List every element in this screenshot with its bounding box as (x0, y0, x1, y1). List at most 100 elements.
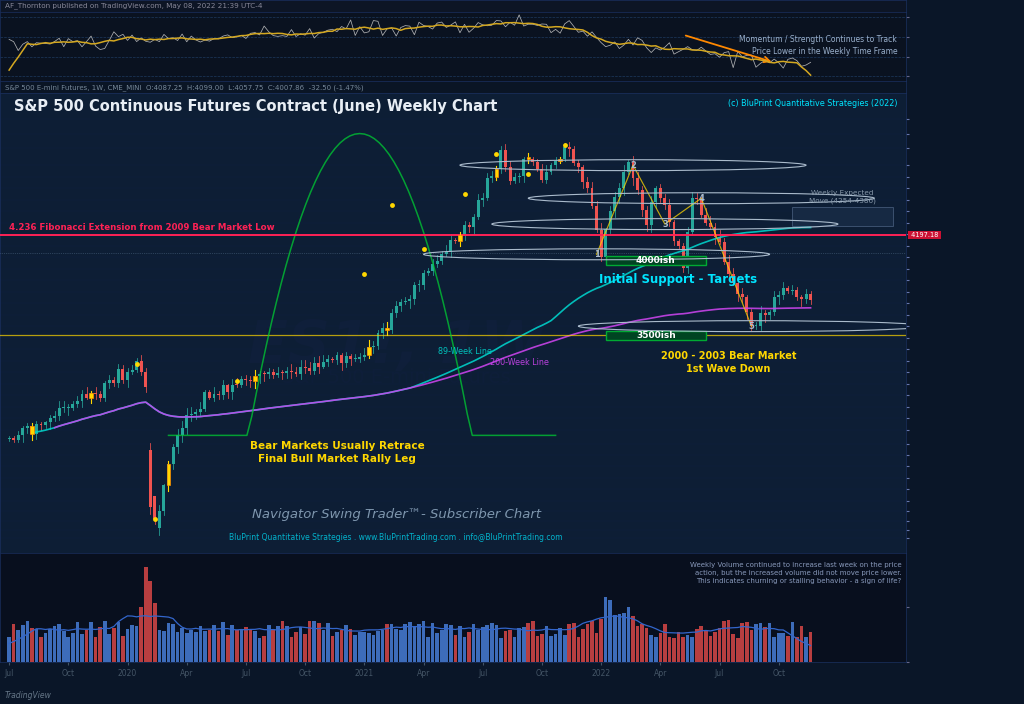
Bar (690, 637, 694, 662)
Bar (126, 372, 129, 380)
Bar (777, 633, 780, 662)
Bar (340, 356, 343, 363)
Bar (53, 626, 56, 662)
Bar (504, 150, 507, 167)
Bar (476, 630, 480, 662)
Bar (139, 608, 143, 662)
Bar (48, 629, 52, 662)
Bar (290, 371, 293, 372)
Bar (526, 157, 530, 159)
Bar (276, 626, 280, 662)
Bar (57, 624, 61, 662)
Bar (577, 163, 580, 167)
Bar (176, 434, 179, 447)
Bar (158, 629, 161, 662)
Bar (7, 438, 10, 439)
Bar (108, 380, 111, 384)
Bar (699, 199, 702, 215)
Bar (727, 262, 730, 275)
Text: 5: 5 (749, 322, 755, 331)
Text: BluPrint Quantitative Strategies . www.BluPrintTrading.com . info@BluPrintTradin: BluPrint Quantitative Strategies . www.B… (229, 533, 563, 542)
Text: 4: 4 (698, 194, 705, 203)
Bar (654, 187, 657, 202)
Bar (122, 370, 124, 380)
Bar (208, 392, 211, 398)
Bar (12, 438, 15, 440)
Bar (686, 635, 689, 662)
Bar (804, 636, 808, 662)
Bar (271, 629, 275, 662)
Bar (791, 622, 795, 662)
Bar (668, 205, 671, 222)
Bar (171, 624, 175, 662)
Bar (353, 358, 356, 359)
Bar (158, 512, 161, 528)
Bar (385, 624, 389, 662)
Bar (636, 179, 639, 190)
Bar (135, 361, 138, 370)
Bar (536, 636, 540, 662)
Bar (336, 356, 339, 360)
Bar (271, 372, 274, 375)
Bar (16, 435, 19, 440)
Bar (454, 635, 458, 662)
Bar (62, 407, 66, 408)
Bar (781, 633, 785, 662)
Bar (103, 384, 106, 398)
Text: Weekly Volume continued to increase last week on the price
action, but the incre: Weekly Volume continued to increase last… (690, 562, 902, 584)
Bar (522, 158, 525, 176)
Bar (254, 376, 256, 382)
Bar (372, 635, 375, 662)
Bar (695, 198, 698, 199)
Bar (394, 306, 397, 313)
Bar (162, 631, 166, 662)
Bar (435, 633, 439, 662)
Bar (713, 632, 717, 662)
Bar (71, 633, 75, 662)
Bar (454, 240, 457, 241)
Bar (422, 622, 425, 662)
Bar (750, 312, 753, 326)
Bar (67, 636, 70, 662)
Bar (736, 283, 739, 294)
Bar (591, 188, 594, 206)
Bar (559, 159, 561, 161)
Bar (427, 272, 429, 273)
Bar (204, 392, 207, 409)
Bar (331, 359, 334, 360)
Bar (773, 297, 775, 312)
Bar (422, 273, 425, 284)
Bar (750, 630, 754, 662)
Bar (85, 394, 88, 398)
Bar (312, 622, 316, 662)
Text: 2: 2 (630, 161, 636, 170)
Bar (117, 622, 120, 662)
Bar (135, 626, 138, 662)
Bar (262, 636, 266, 662)
Bar (554, 161, 557, 165)
Bar (595, 633, 598, 662)
Bar (545, 172, 548, 180)
Bar (381, 328, 384, 332)
Bar (740, 623, 744, 662)
Text: ES1!, 1W: ES1!, 1W (248, 318, 545, 375)
Bar (509, 167, 512, 182)
Bar (791, 290, 794, 291)
Text: (c) BluPrint Quantitative Strategies (2022): (c) BluPrint Quantitative Strategies (20… (728, 99, 897, 108)
Bar (772, 637, 776, 662)
Bar (463, 225, 466, 235)
Bar (417, 624, 421, 662)
Bar (632, 162, 635, 179)
Bar (199, 627, 202, 662)
Bar (403, 301, 407, 302)
Bar (44, 633, 47, 662)
Text: Initial Support - Targets: Initial Support - Targets (599, 273, 758, 286)
Bar (763, 627, 767, 662)
Bar (499, 638, 503, 662)
Bar (213, 394, 215, 398)
Bar (40, 424, 42, 425)
Bar (244, 627, 248, 662)
Bar (436, 260, 438, 263)
Bar (317, 363, 321, 367)
Bar (285, 626, 289, 662)
